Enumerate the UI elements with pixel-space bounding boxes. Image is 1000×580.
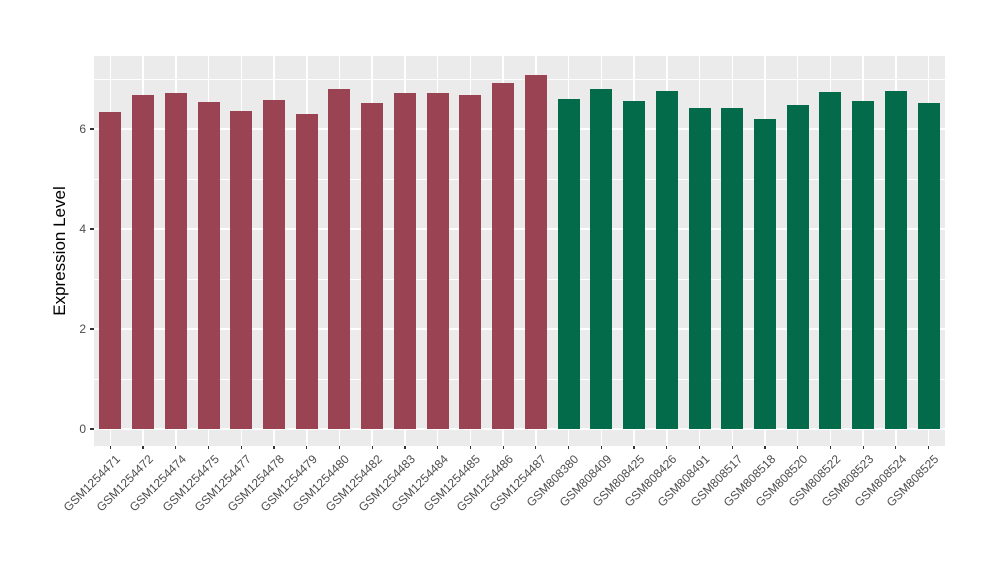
- major-gridline: [94, 428, 945, 430]
- major-gridline: [94, 328, 945, 330]
- x-tick-mark: [469, 446, 471, 449]
- x-tick-mark: [698, 446, 701, 449]
- bar: [753, 118, 776, 429]
- bar: [557, 99, 580, 429]
- bar: [852, 100, 875, 429]
- bar: [623, 100, 646, 429]
- bar: [164, 93, 187, 429]
- y-tick-label: 6: [79, 122, 86, 136]
- x-tick-mark: [895, 446, 897, 449]
- bar: [721, 108, 744, 429]
- minor-gridline: [94, 378, 945, 380]
- bar: [393, 92, 416, 429]
- minor-gridline: [94, 78, 945, 80]
- y-tick-label: 4: [79, 222, 86, 236]
- bar: [590, 88, 613, 429]
- x-tick-mark: [240, 446, 242, 449]
- bar: [492, 83, 515, 429]
- bar: [459, 94, 482, 429]
- y-tick-mark: [90, 228, 94, 230]
- bar: [655, 91, 678, 429]
- bar: [688, 108, 711, 429]
- y-tick-mark: [90, 128, 94, 130]
- x-tick-mark: [731, 446, 733, 449]
- bar: [328, 88, 351, 429]
- bar: [263, 99, 286, 429]
- minor-gridline: [94, 278, 945, 280]
- x-tick-mark: [600, 446, 602, 449]
- x-tick-mark: [764, 446, 766, 449]
- bar: [295, 113, 318, 429]
- x-tick-mark: [829, 446, 832, 449]
- y-tick-mark: [90, 328, 94, 330]
- major-gridline: [94, 228, 945, 230]
- y-tick-label: 0: [79, 422, 86, 436]
- x-tick-mark: [567, 446, 570, 449]
- x-tick-mark: [404, 446, 406, 449]
- bar: [132, 94, 155, 429]
- x-tick-mark: [862, 446, 864, 449]
- x-tick-mark: [207, 446, 210, 449]
- x-tick-mark: [535, 446, 537, 449]
- x-tick-mark: [666, 446, 668, 449]
- x-tick-mark: [109, 446, 111, 449]
- bar: [786, 104, 809, 429]
- x-tick-mark: [175, 446, 177, 449]
- bar: [197, 101, 220, 429]
- bar: [917, 102, 940, 429]
- major-gridline: [94, 128, 945, 130]
- y-tick-mark: [90, 428, 94, 430]
- x-tick-mark: [437, 446, 439, 449]
- bar: [361, 102, 384, 429]
- bar: [819, 92, 842, 429]
- plot-panel: [94, 56, 945, 446]
- bar: [884, 90, 907, 429]
- x-tick-mark: [142, 446, 144, 449]
- x-tick-mark: [633, 446, 635, 449]
- x-tick-mark: [928, 446, 930, 449]
- y-tick-label: 2: [79, 322, 86, 336]
- x-tick-mark: [338, 446, 341, 449]
- bar: [426, 93, 449, 429]
- x-tick-mark: [273, 446, 275, 449]
- bar: [99, 112, 122, 429]
- bars-layer: [94, 56, 945, 446]
- bar: [230, 110, 253, 429]
- minor-gridline: [94, 178, 945, 180]
- x-tick-mark: [371, 446, 373, 449]
- x-tick-mark: [797, 446, 799, 449]
- bar: [524, 74, 547, 429]
- x-tick-mark: [306, 446, 308, 449]
- x-tick-mark: [502, 446, 504, 449]
